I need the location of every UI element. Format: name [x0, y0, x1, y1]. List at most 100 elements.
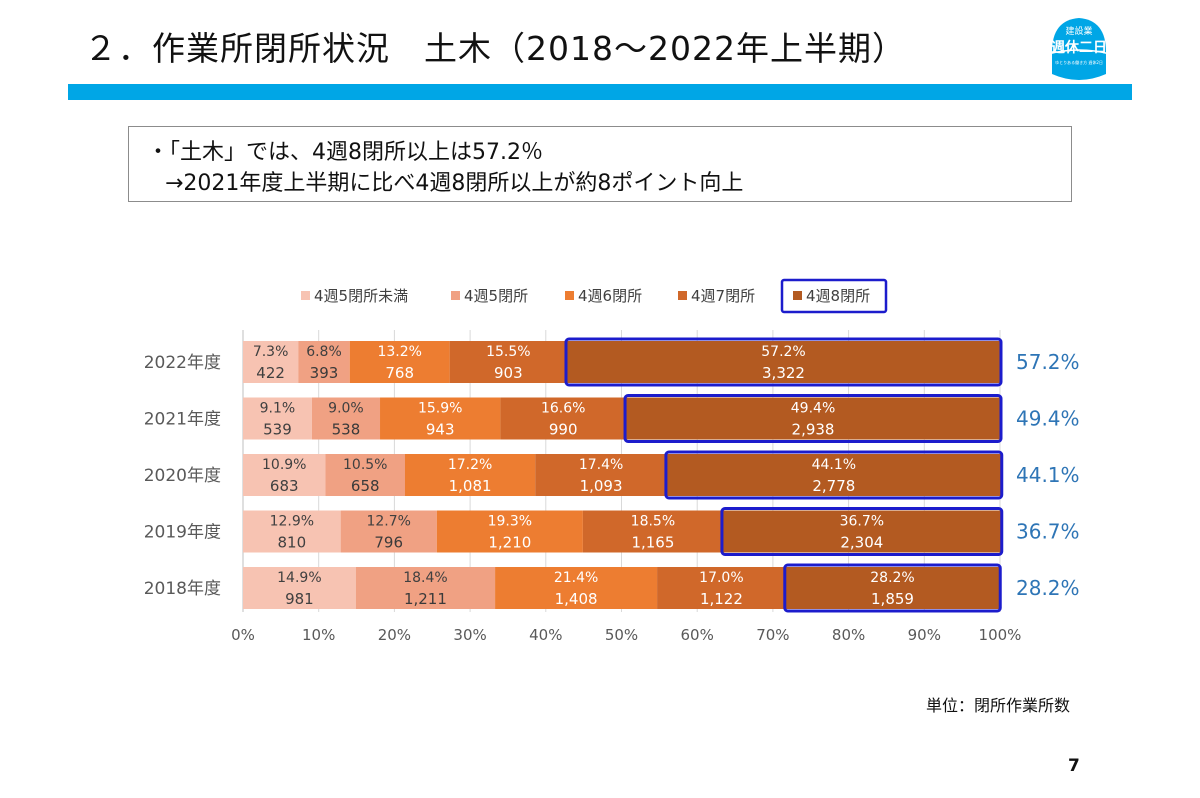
data-label-percent: 16.6%: [541, 401, 585, 417]
data-label-percent: 19.3%: [488, 514, 532, 530]
bar-segment: [722, 510, 1001, 553]
x-tick-label: 20%: [378, 626, 411, 644]
data-label-percent: 28.2%: [870, 570, 914, 586]
bar-segment: [582, 510, 723, 553]
bar-segment: [566, 341, 1000, 383]
bar-segment: [666, 454, 1001, 496]
data-label-percent: 17.4%: [579, 457, 623, 473]
right-percent-label: 28.2%: [1016, 576, 1080, 600]
bar-segment: [243, 397, 312, 440]
data-label-percent: 9.1%: [260, 401, 296, 417]
data-label-count: 1,210: [488, 534, 531, 552]
chart-right-labels: 57.2% 49.4% 44.1% 36.7% 28.2%: [1016, 350, 1080, 600]
data-label-count: 2,778: [812, 477, 855, 495]
weekly-two-days-off-logo-icon: 建設業 週休二日 ゆとりある働き方 週休2日: [1047, 18, 1111, 80]
right-percent-label: 49.4%: [1016, 407, 1080, 431]
data-label-count: 1,211: [404, 590, 447, 608]
data-label-percent: 10.5%: [343, 457, 387, 473]
header-band: [68, 84, 1132, 100]
legend-swatch: [678, 291, 687, 300]
bar-segment: [243, 510, 341, 553]
category-label: 2019年度: [144, 523, 221, 543]
bar-segment: [404, 454, 536, 496]
data-label-percent: 10.9%: [262, 457, 306, 473]
data-label-count: 538: [332, 421, 361, 439]
data-label-percent: 44.1%: [812, 457, 856, 473]
bar-segment: [436, 510, 583, 553]
data-label-count: 393: [310, 364, 339, 382]
data-label-percent: 7.3%: [253, 344, 289, 360]
x-tick-label: 10%: [302, 626, 335, 644]
x-tick-label: 70%: [756, 626, 789, 644]
data-label-percent: 17.2%: [448, 457, 492, 473]
data-label-count: 1,122: [700, 590, 743, 608]
chart-legend: 4週5閉所未満 4週5閉所 4週6閉所 4週7閉所 4週8閉所: [301, 278, 888, 314]
legend-swatch: [565, 291, 574, 300]
x-tick-label: 90%: [908, 626, 941, 644]
data-label-percent: 49.4%: [791, 401, 835, 417]
data-label-percent: 9.0%: [328, 401, 364, 417]
right-percent-label: 44.1%: [1016, 463, 1080, 487]
data-label-count: 810: [278, 534, 307, 552]
data-label-count: 539: [263, 421, 292, 439]
legend-label: 4週6閉所: [578, 287, 642, 305]
data-label-count: 2,938: [792, 421, 835, 439]
bar-segment: [380, 397, 501, 440]
data-label-count: 1,408: [555, 590, 598, 608]
unit-note: 単位：閉所作業所数: [926, 696, 1071, 715]
data-label-count: 1,165: [631, 534, 674, 552]
bar-segment: [349, 341, 450, 383]
highlight-box: [783, 563, 1002, 613]
page-number: 7: [1068, 756, 1080, 776]
legend-swatch: [301, 291, 310, 300]
bar-segment: [243, 341, 299, 383]
data-label-count: 903: [494, 364, 523, 382]
x-tick-label: 0%: [231, 626, 255, 644]
x-tick-label: 30%: [453, 626, 486, 644]
legend-label: 4週5閉所未満: [314, 287, 408, 305]
data-label-percent: 12.9%: [270, 514, 314, 530]
legend-label: 4週5閉所: [464, 287, 528, 305]
category-label: 2018年度: [144, 579, 221, 599]
data-label-count: 1,093: [580, 477, 623, 495]
highlight-box: [564, 337, 1003, 387]
data-label-count: 981: [285, 590, 314, 608]
x-tick-label: 60%: [681, 626, 714, 644]
bar-segment: [325, 454, 405, 496]
data-label-percent: 12.7%: [366, 514, 410, 530]
category-label: 2022年度: [144, 353, 221, 373]
data-label-percent: 18.4%: [403, 570, 447, 586]
chart-data-labels: 7.3% 422 6.8% 393 13.2% 768 15.5% 903 57.2% 3,322…: [253, 344, 915, 608]
page-title: ２．作業所閉所状況 土木（2018～2022年上半期）: [84, 29, 906, 68]
bar-segment: [785, 567, 1000, 609]
x-tick-label: 50%: [605, 626, 638, 644]
bar-segment: [657, 567, 786, 609]
legend-swatch: [793, 291, 802, 300]
data-label-percent: 15.9%: [418, 401, 462, 417]
data-label-percent: 15.5%: [486, 344, 530, 360]
right-percent-label: 57.2%: [1016, 350, 1080, 374]
legend-label: 4週8閉所: [806, 287, 870, 305]
data-label-percent: 21.4%: [554, 570, 598, 586]
bar-segment: [449, 341, 567, 383]
logo-main-text: 週休二日: [1051, 39, 1107, 56]
right-percent-label: 36.7%: [1016, 520, 1080, 544]
chart-category-labels: 2022年度 2021年度 2020年度 2019年度 2018年度: [144, 353, 221, 599]
x-tick-label: 100%: [979, 626, 1022, 644]
bar-segment: [355, 567, 496, 609]
logo-top-text: 建設業: [1065, 25, 1092, 37]
chart-highlight-boxes: [564, 337, 1004, 613]
bar-segment: [626, 397, 1000, 440]
data-label-percent: 14.9%: [277, 570, 321, 586]
highlight-box: [720, 507, 1004, 556]
data-label-count: 683: [270, 477, 299, 495]
x-tick-label: 40%: [529, 626, 562, 644]
summary-line-2: →2021年度上半期に比べ4週8閉所以上が約8ポイント向上: [165, 171, 744, 196]
data-label-count: 1,081: [449, 477, 492, 495]
data-label-count: 796: [374, 534, 403, 552]
data-label-percent: 13.2%: [377, 344, 421, 360]
data-label-count: 768: [385, 364, 414, 382]
data-label-percent: 36.7%: [840, 514, 884, 530]
data-label-count: 1,859: [871, 590, 914, 608]
